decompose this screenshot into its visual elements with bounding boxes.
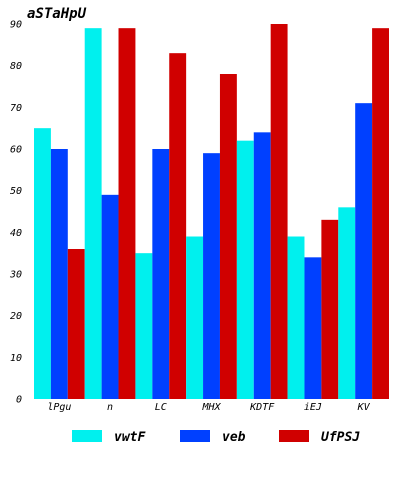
bar-veb-MHX bbox=[203, 153, 220, 399]
bar-vwtF-iEJ bbox=[287, 236, 305, 399]
bars bbox=[34, 24, 389, 400]
bar-veb-iEJ bbox=[304, 257, 322, 399]
y-tick-label: 40 bbox=[10, 228, 22, 239]
bar-vwtF-MHX bbox=[186, 236, 204, 399]
legend: vwtF veb UfPSJ bbox=[72, 430, 360, 445]
y-tick-label: 10 bbox=[10, 353, 22, 364]
x-tick-label: iEJ bbox=[304, 402, 322, 413]
y-tick-label: 90 bbox=[10, 20, 22, 31]
legend-label-UfPSJ: UfPSJ bbox=[321, 430, 360, 445]
bar-vwtF-n bbox=[84, 28, 102, 399]
y-tick-label: 20 bbox=[10, 311, 22, 322]
legend-label-vwtF: vwtF bbox=[114, 430, 146, 445]
legend-label-veb: veb bbox=[222, 430, 246, 445]
chart-title: aSTaHpU bbox=[27, 6, 87, 22]
bar-UfPSJ-LC bbox=[169, 53, 187, 400]
y-tick-label: 50 bbox=[10, 186, 22, 197]
legend-swatch-UfPSJ bbox=[279, 430, 309, 442]
bar-UfPSJ-n bbox=[118, 28, 136, 399]
x-tick-label: KV bbox=[357, 402, 371, 413]
bar-vwtF-LC bbox=[135, 253, 153, 399]
bar-UfPSJ-MHX bbox=[219, 74, 237, 399]
x-tick-label: LC bbox=[155, 402, 167, 413]
bar-veb-n bbox=[101, 194, 119, 399]
bar-veb-KV bbox=[355, 103, 373, 400]
x-tick-label: n bbox=[107, 402, 113, 413]
bar-veb-LC bbox=[152, 149, 170, 399]
bar-UfPSJ-iEJ bbox=[321, 219, 339, 399]
y-tick-label: 70 bbox=[10, 103, 22, 114]
y-tick-label: 80 bbox=[10, 61, 22, 72]
y-axis-ticks: 0 10 20 30 40 50 60 70 80 90 bbox=[9, 20, 22, 406]
bar-UfPSJ-KV bbox=[372, 28, 389, 399]
legend-swatch-veb bbox=[180, 430, 210, 442]
bar-veb-lPgu bbox=[50, 149, 68, 399]
x-tick-label: MHX bbox=[201, 402, 221, 413]
bar-vwtF-lPgu bbox=[34, 128, 51, 400]
x-tick-label: KDTF bbox=[249, 402, 275, 413]
y-tick-label: 60 bbox=[10, 145, 22, 156]
bar-veb-KDTF bbox=[253, 132, 271, 399]
x-axis-ticks: lPgu n LC MHX KDTF iEJ KV bbox=[47, 402, 370, 413]
y-tick-label: 0 bbox=[16, 395, 22, 406]
bar-vwtF-KDTF bbox=[236, 140, 254, 400]
y-tick-label: 30 bbox=[9, 270, 22, 281]
legend-swatch-vwtF bbox=[72, 430, 102, 442]
bar-UfPSJ-lPgu bbox=[67, 249, 85, 399]
bar-vwtF-KV bbox=[338, 207, 356, 399]
bar-UfPSJ-KDTF bbox=[270, 24, 288, 399]
x-tick-label: lPgu bbox=[47, 402, 71, 413]
